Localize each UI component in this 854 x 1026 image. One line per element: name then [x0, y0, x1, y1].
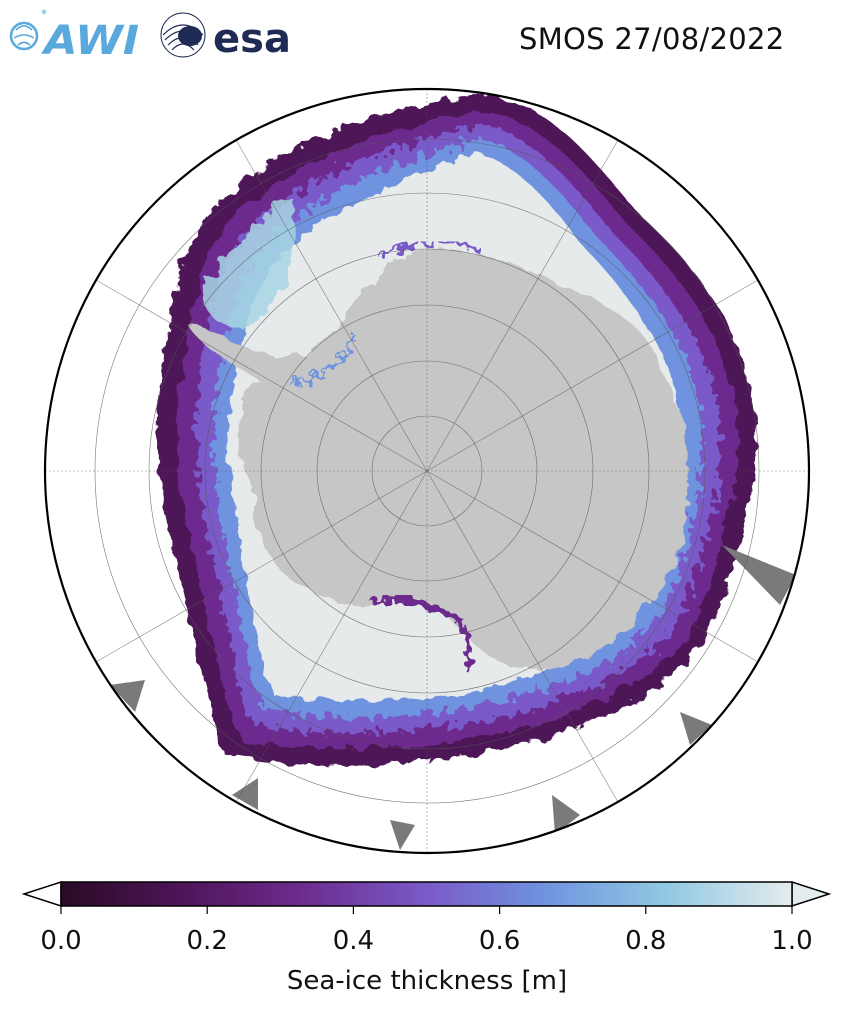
colorbar-tick-label: 0.2 [186, 926, 228, 956]
colorbar-tick-label: 0.8 [625, 926, 667, 956]
svg-text:esa: esa [213, 16, 291, 62]
colorbar-gradient [60, 881, 793, 907]
colorbar-tick-label: 0.4 [332, 926, 375, 956]
colorbar-tick-label: 0.6 [478, 926, 521, 956]
antarctic-peninsula [188, 324, 300, 383]
colorbar-label: Sea-ice thickness [m] [286, 966, 568, 996]
colorbar-extend-high [791, 880, 832, 908]
antarctic-continent [238, 248, 689, 671]
esa-logo: esa [160, 12, 291, 62]
svg-text:*: * [41, 8, 47, 21]
map-title: SMOS 27/08/2022 [519, 22, 785, 56]
colorbar-tick-label: 1.0 [771, 926, 813, 956]
map-boundary [43, 87, 811, 855]
awi-logo: * AWI [9, 8, 139, 60]
colorbar-tick-label: 0.0 [40, 926, 82, 956]
antarctic-sea-ice-map [43, 87, 811, 855]
svg-text:AWI: AWI [41, 18, 139, 60]
colorbar-extend-low [21, 880, 62, 908]
